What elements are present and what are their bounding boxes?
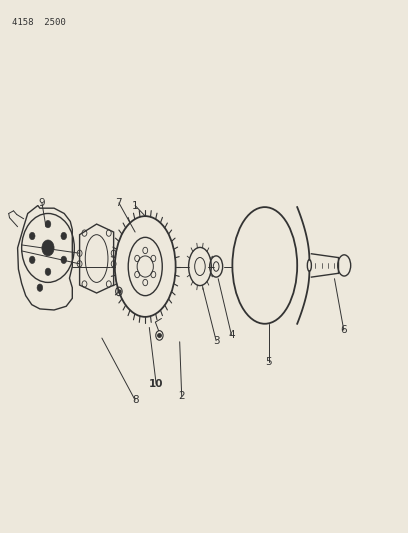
Text: 8: 8 <box>132 395 138 405</box>
Text: 2: 2 <box>178 391 185 401</box>
Text: 5: 5 <box>266 357 272 367</box>
Text: 3: 3 <box>213 336 220 346</box>
Text: 9: 9 <box>39 198 45 208</box>
Circle shape <box>29 256 35 264</box>
Text: 10: 10 <box>149 379 164 389</box>
Circle shape <box>37 284 43 292</box>
Text: 4158  2500: 4158 2500 <box>11 18 65 27</box>
Text: 7: 7 <box>115 198 122 208</box>
Circle shape <box>45 220 51 228</box>
Circle shape <box>42 240 54 256</box>
Circle shape <box>61 256 67 264</box>
Circle shape <box>61 232 67 240</box>
Text: 1: 1 <box>132 200 138 211</box>
Circle shape <box>29 232 35 240</box>
Circle shape <box>45 268 51 276</box>
Text: 6: 6 <box>341 325 347 335</box>
Text: 4: 4 <box>228 330 235 341</box>
